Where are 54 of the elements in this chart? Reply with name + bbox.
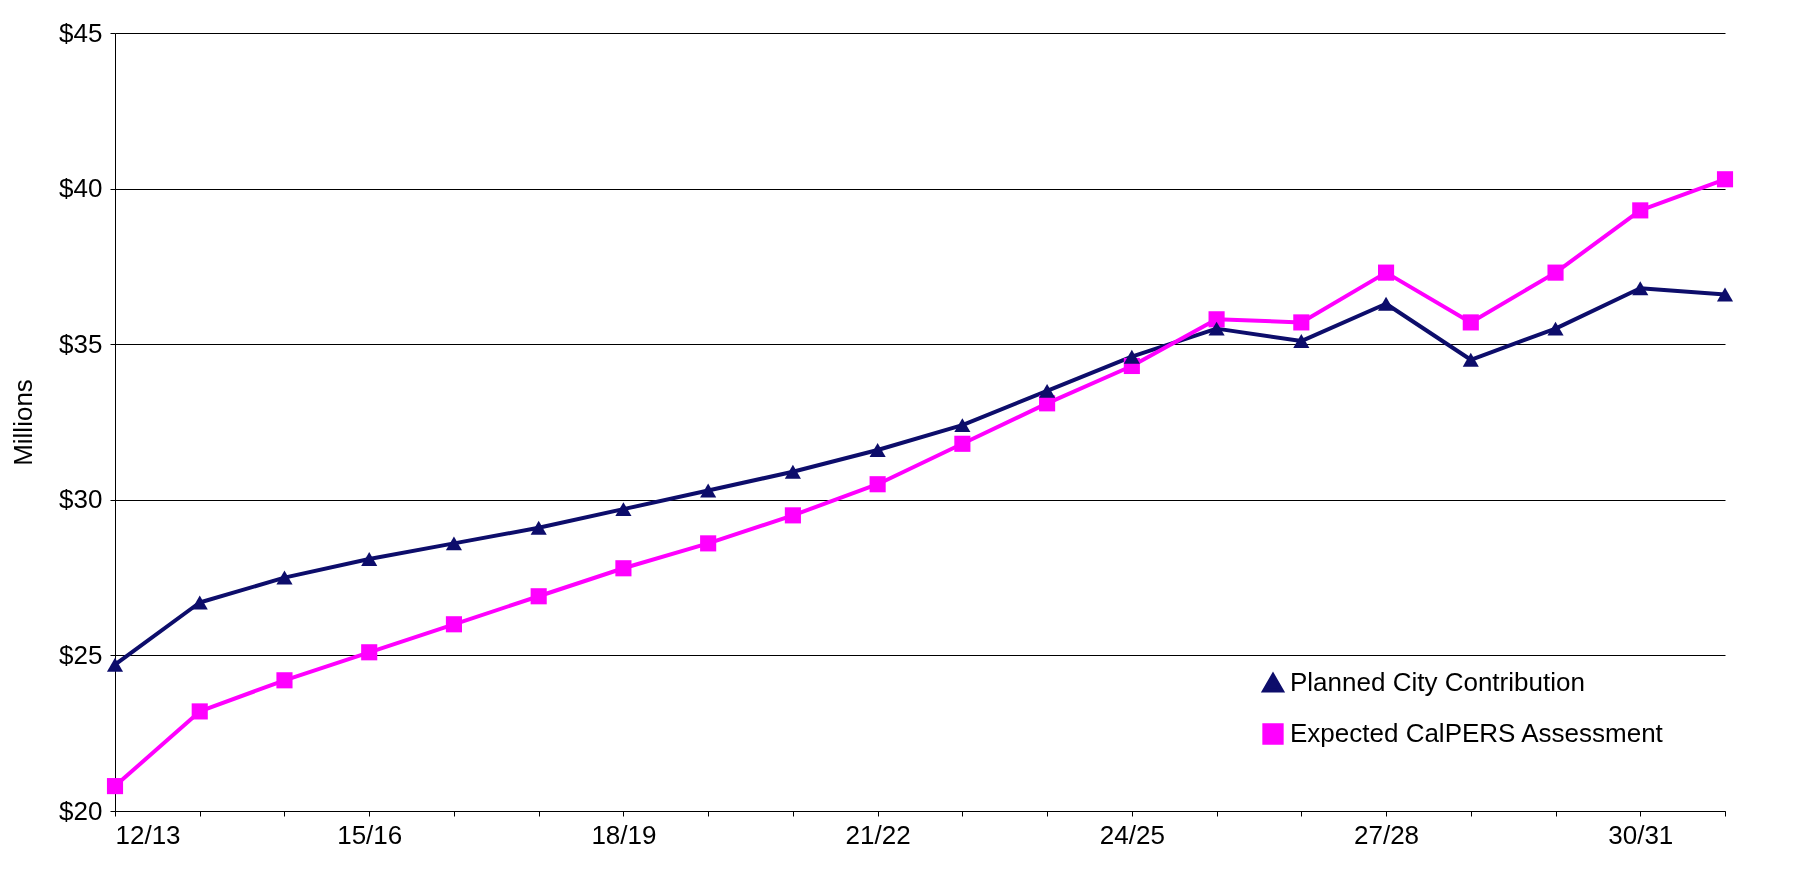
point [615, 502, 632, 517]
point [361, 551, 378, 566]
x-tick-label: 15/16 [337, 819, 403, 850]
point [1208, 321, 1225, 336]
point [1377, 296, 1395, 311]
legend-label: Planned City Contribution [1290, 667, 1585, 697]
point [530, 588, 547, 605]
point [1547, 264, 1564, 281]
point [1462, 352, 1479, 367]
point [276, 672, 293, 689]
y-axis-title: Millions [8, 379, 39, 466]
point [1293, 314, 1310, 331]
point [784, 464, 801, 479]
point [1377, 264, 1395, 281]
point [191, 703, 208, 720]
x-tick-label: 24/25 [1099, 819, 1165, 850]
x-tick-label: 21/22 [845, 819, 911, 850]
point [1632, 202, 1649, 219]
point [1293, 334, 1310, 349]
point [700, 535, 717, 552]
y-tick-label: $40 [59, 173, 103, 204]
y-tick-label: $30 [59, 484, 103, 515]
x-tick-label: 18/19 [591, 819, 657, 850]
point [530, 520, 547, 535]
y-tick-label: $45 [59, 17, 103, 48]
point [954, 435, 971, 452]
point [784, 507, 801, 524]
point [1547, 321, 1564, 336]
point [869, 476, 886, 493]
point [191, 595, 208, 610]
point [869, 443, 886, 457]
y-tick-label: $20 [59, 795, 103, 826]
y-tick-label: $25 [59, 639, 103, 670]
x-tick-label: 27/28 [1354, 819, 1420, 850]
point [954, 418, 971, 433]
point [445, 616, 463, 633]
x-tick-label: 12/13 [115, 819, 181, 850]
point [106, 657, 124, 672]
point [1462, 314, 1479, 331]
x-tick-label: 30/31 [1608, 819, 1674, 850]
point [1632, 281, 1649, 296]
point [1123, 349, 1140, 364]
point [361, 644, 378, 661]
point [106, 778, 124, 795]
point [700, 483, 717, 498]
point [1039, 383, 1056, 398]
y-tick-label: $35 [59, 328, 103, 359]
legend-label: Expected CalPERS Assessment [1290, 718, 1664, 748]
point [1208, 311, 1225, 328]
point [615, 560, 632, 577]
point [445, 536, 463, 551]
point [276, 570, 293, 585]
point [1716, 287, 1734, 302]
point [1716, 171, 1734, 188]
